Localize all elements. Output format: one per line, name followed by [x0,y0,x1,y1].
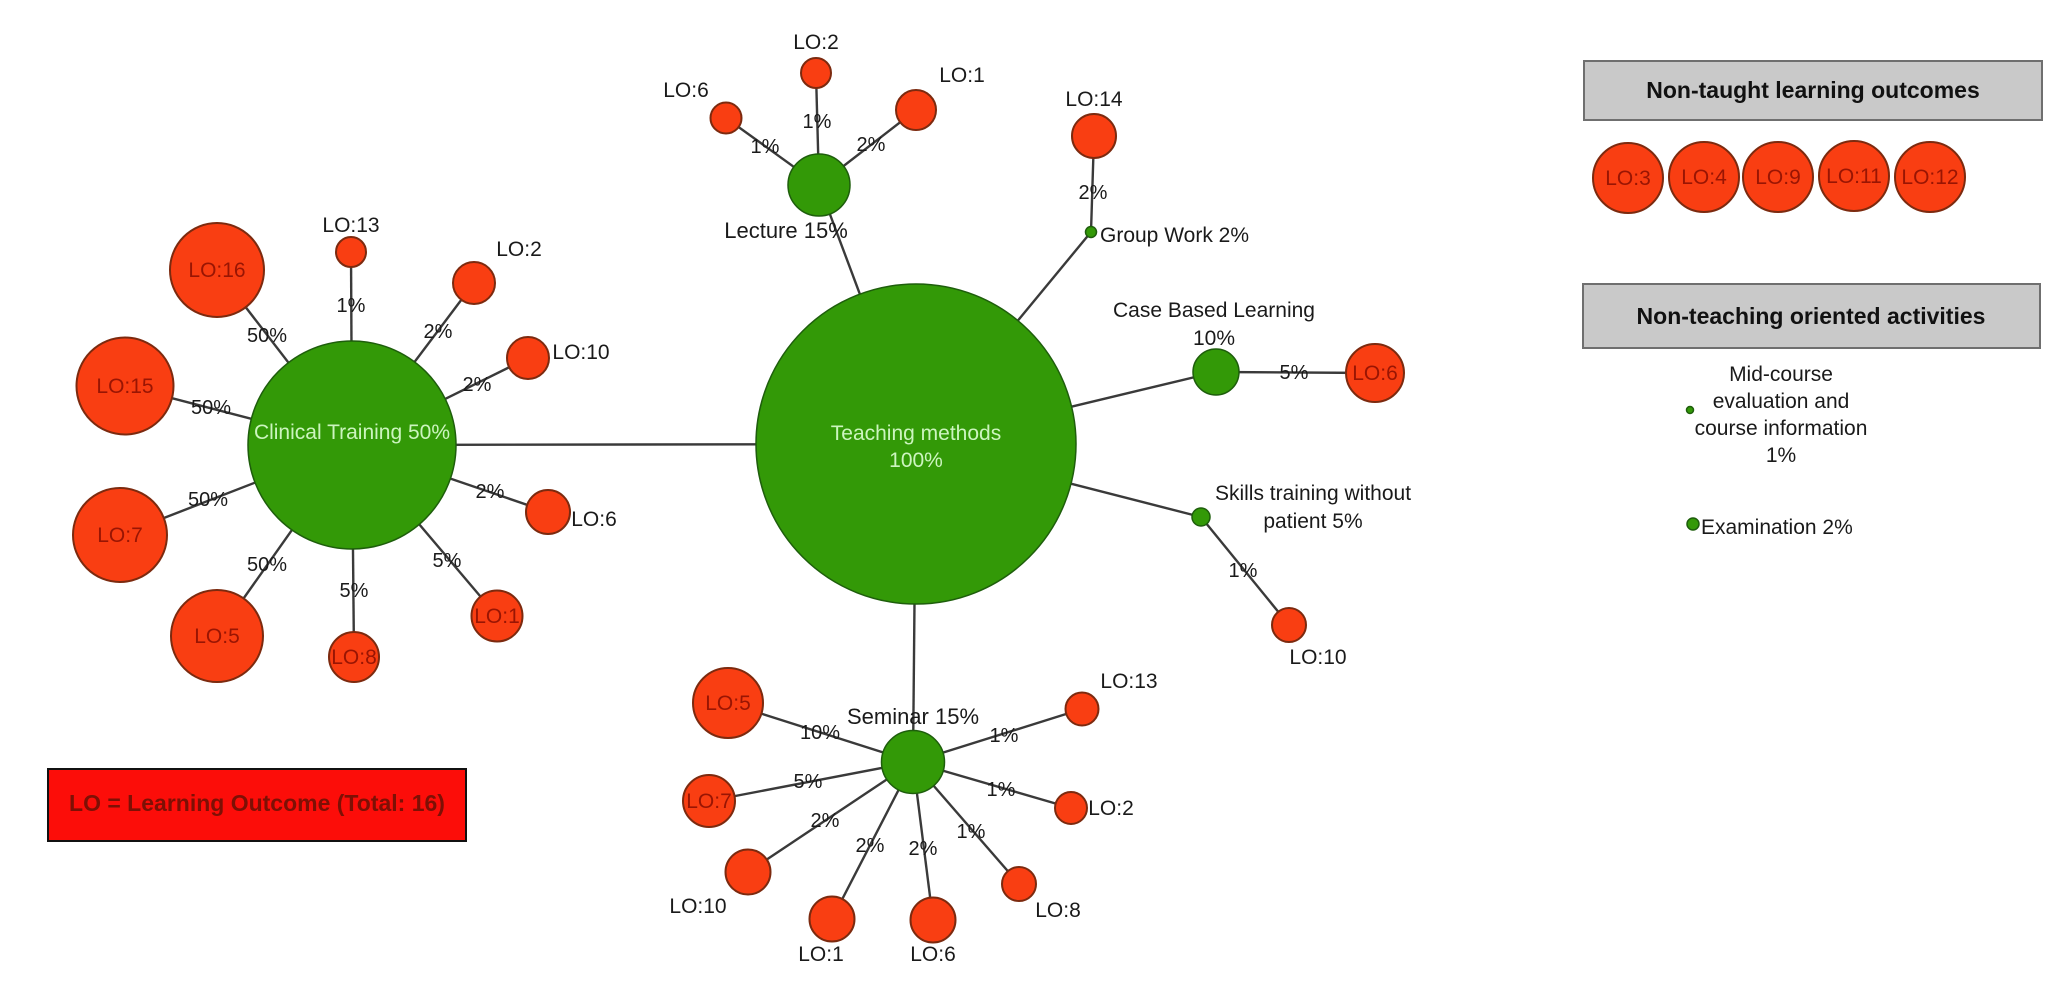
svg-text:Non-teaching oriented activiti: Non-teaching oriented activities [1637,303,1986,329]
svg-text:5%: 5% [340,580,369,602]
svg-text:10%: 10% [1193,327,1235,350]
svg-text:1%: 1% [803,111,832,133]
svg-text:2%: 2% [857,134,886,156]
svg-text:1%: 1% [1229,560,1258,582]
svg-text:LO:3: LO:3 [1605,167,1651,190]
svg-text:LO:13: LO:13 [1100,670,1157,693]
svg-text:LO:8: LO:8 [1035,899,1081,922]
svg-text:Mid-course: Mid-course [1729,363,1833,386]
svg-text:1%: 1% [1766,444,1796,467]
svg-text:10%: 10% [800,722,840,744]
svg-text:5%: 5% [794,771,823,793]
svg-text:1%: 1% [337,295,366,317]
svg-text:2%: 2% [909,838,938,860]
svg-text:5%: 5% [1280,362,1309,384]
svg-text:LO = Learning Outcome (Total:: LO = Learning Outcome (Total: 16) [69,790,445,816]
svg-text:LO:2: LO:2 [1088,797,1134,820]
svg-text:1%: 1% [751,136,780,158]
svg-text:Skills training without: Skills training without [1215,482,1411,505]
svg-text:LO:6: LO:6 [1352,362,1398,385]
svg-text:1%: 1% [987,779,1016,801]
svg-text:LO:13: LO:13 [322,214,379,237]
svg-text:2%: 2% [476,481,505,503]
svg-text:course information: course information [1695,417,1868,440]
svg-text:Lecture 15%: Lecture 15% [724,218,848,243]
svg-text:1%: 1% [990,725,1019,747]
svg-text:Case Based Learning: Case Based Learning [1113,299,1315,322]
svg-text:2%: 2% [856,835,885,857]
svg-text:LO:5: LO:5 [194,625,240,648]
svg-text:Clinical Training 50%: Clinical Training 50% [254,421,450,444]
svg-text:Seminar 15%: Seminar 15% [847,704,979,729]
svg-text:2%: 2% [1079,182,1108,204]
svg-text:LO:10: LO:10 [1289,646,1346,669]
svg-text:LO:10: LO:10 [669,895,726,918]
svg-text:50%: 50% [188,489,228,511]
svg-text:LO:6: LO:6 [571,508,617,531]
svg-text:LO:7: LO:7 [97,524,143,547]
svg-text:LO:9: LO:9 [1755,166,1801,189]
svg-text:LO:8: LO:8 [331,646,377,669]
svg-text:2%: 2% [811,810,840,832]
svg-text:LO:5: LO:5 [705,692,751,715]
svg-text:50%: 50% [247,554,287,576]
svg-text:LO:1: LO:1 [939,64,985,87]
svg-text:Examination 2%: Examination 2% [1701,516,1853,539]
svg-text:LO:2: LO:2 [793,31,839,54]
svg-text:LO:14: LO:14 [1065,88,1123,111]
svg-text:patient 5%: patient 5% [1263,510,1362,533]
svg-text:LO:2: LO:2 [496,238,542,261]
svg-text:evaluation and: evaluation and [1713,390,1850,413]
svg-text:5%: 5% [433,550,462,572]
svg-text:2%: 2% [424,321,453,343]
svg-text:LO:1: LO:1 [474,605,520,628]
svg-text:LO:15: LO:15 [96,375,153,398]
svg-text:Non-taught learning outcomes: Non-taught learning outcomes [1646,77,1980,103]
svg-text:2%: 2% [463,374,492,396]
svg-text:LO:6: LO:6 [663,79,709,102]
svg-text:Teaching methods: Teaching methods [831,422,1001,445]
svg-text:LO:7: LO:7 [686,790,732,813]
svg-text:50%: 50% [191,397,231,419]
svg-text:LO:4: LO:4 [1681,166,1727,189]
svg-text:LO:10: LO:10 [552,341,609,364]
svg-text:50%: 50% [247,325,287,347]
svg-text:LO:1: LO:1 [798,943,844,966]
svg-text:LO:6: LO:6 [910,943,956,966]
svg-text:100%: 100% [889,449,943,472]
svg-text:LO:16: LO:16 [188,259,245,282]
svg-text:LO:11: LO:11 [1826,165,1882,188]
svg-text:LO:12: LO:12 [1901,166,1958,189]
svg-text:1%: 1% [957,821,986,843]
svg-text:Group Work 2%: Group Work 2% [1100,224,1249,247]
